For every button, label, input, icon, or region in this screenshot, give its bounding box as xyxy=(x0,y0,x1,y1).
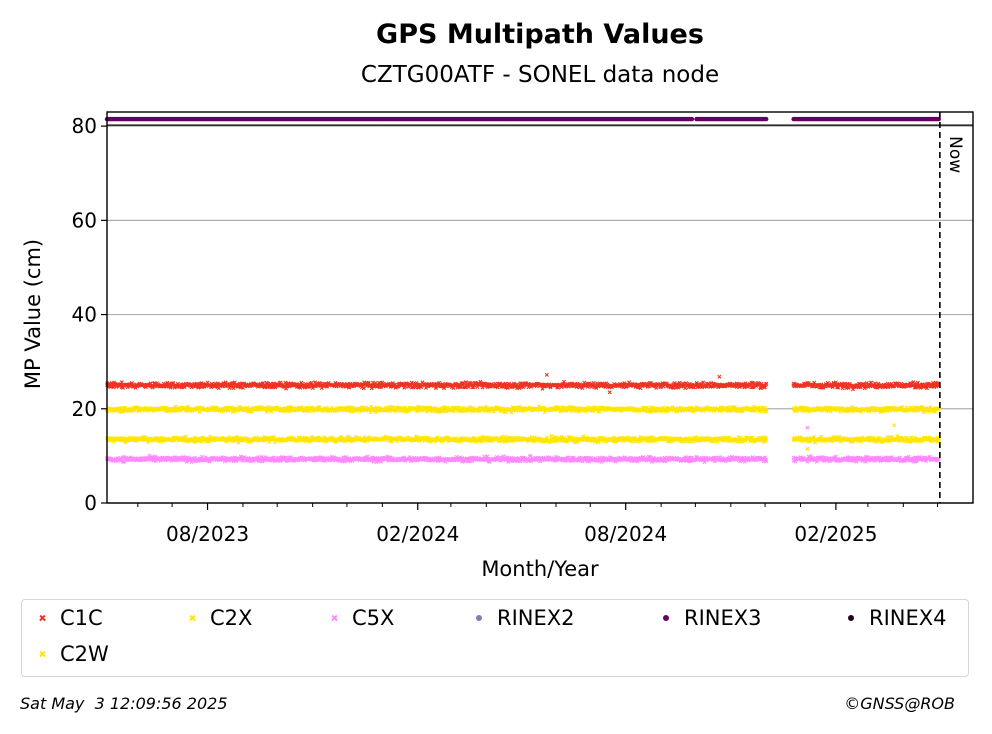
point-c2w xyxy=(171,435,176,440)
point-c2w xyxy=(382,437,387,442)
point-c2w xyxy=(750,435,755,440)
point-c2x-outlier xyxy=(892,423,897,428)
point-c5x-outlier xyxy=(805,425,810,430)
point-c5x xyxy=(498,458,503,463)
point-c5x xyxy=(727,458,732,463)
point-c5x xyxy=(365,454,370,459)
grid-lines xyxy=(107,125,973,504)
point-c2w xyxy=(895,434,900,439)
chart-title: GPS Multipath Values xyxy=(376,19,704,50)
data-points xyxy=(104,116,941,465)
point-c5x xyxy=(735,455,740,460)
point-c2w xyxy=(936,437,941,442)
point-c5x xyxy=(528,458,533,463)
point-c2w xyxy=(761,440,766,445)
point-c5x xyxy=(200,454,205,459)
point-c5x xyxy=(528,453,533,458)
point-c2w xyxy=(183,434,188,439)
point-c5x xyxy=(207,459,212,464)
point-c2w xyxy=(764,436,769,441)
point-c2w xyxy=(349,436,354,441)
point-c5x xyxy=(647,455,652,460)
point-c2w xyxy=(632,435,637,440)
point-c2w xyxy=(664,435,669,440)
chart-subtitle: CZTG00ATF - SONEL data node xyxy=(361,62,719,88)
point-c2w xyxy=(648,439,653,444)
point-c5x xyxy=(113,459,118,464)
point-c2w-outlier xyxy=(805,446,810,451)
point-c2w xyxy=(544,435,549,440)
point-c5x xyxy=(192,455,197,460)
point-c2w xyxy=(885,434,890,439)
point-c5x xyxy=(184,459,189,464)
